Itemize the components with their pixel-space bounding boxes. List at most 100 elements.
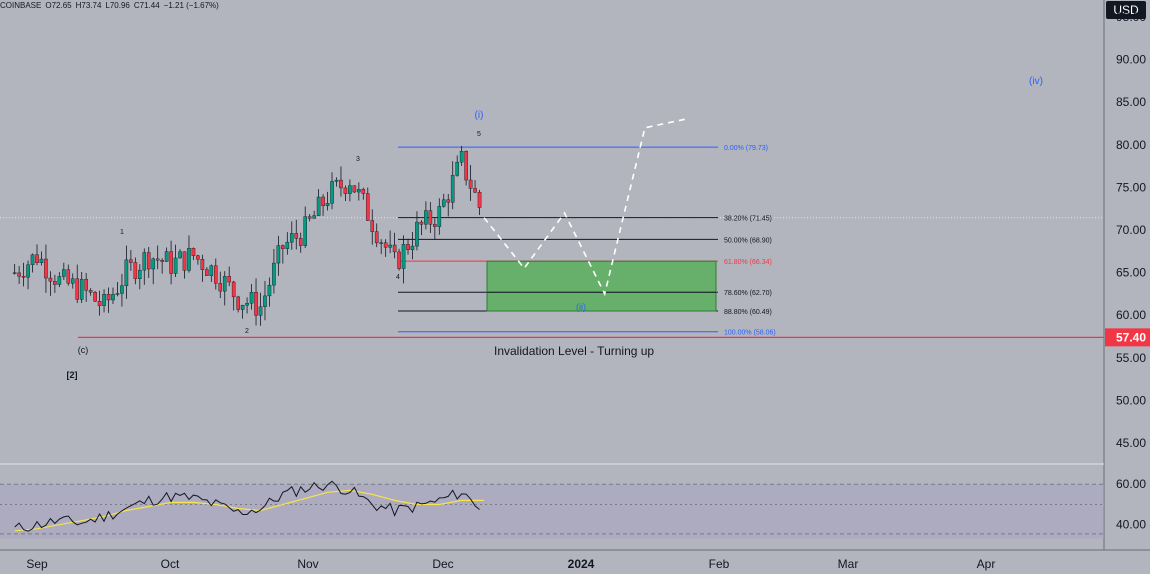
candle-body [164, 251, 169, 262]
price-tick-label: 75.00 [1116, 180, 1146, 194]
candle-body [316, 196, 321, 216]
rsi-line [14, 480, 480, 532]
candle-body [388, 244, 392, 248]
candle-body [97, 301, 102, 306]
candle-body [231, 281, 236, 298]
invalidation-price-badge-label: 57.40 [1116, 330, 1146, 344]
time-axis[interactable]: Sep Oct Nov Dec 2024 Feb Mar Apr [26, 557, 995, 571]
price-tick-label: 70.00 [1116, 223, 1146, 237]
candle-body [437, 206, 442, 227]
candle-body [227, 276, 232, 283]
price-tick-label: 55.00 [1116, 351, 1146, 365]
change-value: −1.21 (−1.67%) [163, 1, 219, 10]
wave-sub-5: 5 [477, 131, 481, 138]
time-tick-label: Apr [977, 557, 996, 571]
rsi-tick-label: 60.00 [1116, 477, 1146, 491]
candle-body [70, 278, 75, 284]
candle-body [419, 221, 424, 225]
candle-body [200, 259, 205, 270]
candle-body [17, 272, 21, 277]
candle-body [191, 248, 196, 256]
fib-level-label: 38.20% (71.45) [724, 216, 772, 223]
time-tick-label: Oct [161, 557, 180, 571]
candle-body [39, 258, 44, 263]
rsi-band [0, 483, 1104, 539]
wave-label-2-bracket: [2] [67, 370, 78, 380]
rsi-band-fill [0, 484, 1104, 539]
candle-body [258, 306, 263, 316]
candle-body [473, 188, 477, 193]
candle-body [129, 259, 133, 263]
projection-path [483, 118, 686, 297]
candle-body [178, 251, 182, 259]
candle-body [120, 285, 124, 294]
candle-body [48, 277, 53, 282]
candle-body [205, 269, 209, 276]
candle-body [254, 292, 258, 316]
rsi-series [14, 480, 484, 532]
price-tick-label: 65.00 [1116, 266, 1146, 280]
candle-body [455, 161, 459, 176]
candle-body [361, 189, 366, 194]
fib-level-label: 50.00% (68.90) [724, 237, 772, 244]
candle-body [84, 278, 88, 291]
candle-body [21, 275, 26, 278]
candle-body [477, 192, 482, 208]
candle-body [151, 258, 156, 270]
candle-body [348, 185, 352, 194]
ohlc-header: COINBASE O72.65 H73.74 L70.96 C71.44 −1.21 (−… [0, 1, 223, 10]
candle-body [133, 262, 138, 279]
candle-body [173, 257, 178, 274]
candle-body [294, 233, 299, 239]
candle-body [343, 187, 348, 194]
candle-body [397, 251, 401, 269]
time-tick-label: Feb [709, 557, 730, 571]
candle-body [459, 151, 464, 163]
candle-body [464, 151, 468, 181]
axis-separators [0, 0, 1150, 551]
time-tick-label: Sep [26, 557, 48, 571]
fib-level-label: 88.80% (60.49) [724, 309, 772, 316]
candle-body [245, 303, 249, 306]
candle-body [26, 264, 30, 278]
price-tick-label: 50.00 [1116, 393, 1146, 407]
currency-badge[interactable]: USD [1106, 1, 1146, 19]
candle-body [30, 254, 35, 266]
wave-annotations: Invalidation Level - Turning up (c) [2] (i)… [67, 76, 1043, 380]
candle-body [352, 185, 357, 193]
wave-sub-4: 4 [396, 274, 400, 281]
candle-body [240, 305, 245, 310]
candle-body [155, 258, 160, 261]
candle-body [124, 259, 129, 286]
candle-body [401, 244, 406, 269]
candle-body [415, 221, 419, 247]
wave-label-ii: (ii) [576, 302, 586, 312]
close-value: C71.44 [133, 1, 160, 10]
candle-body [370, 220, 375, 232]
candle-body [111, 294, 115, 301]
candle-body [325, 203, 330, 206]
candle-body [196, 255, 200, 260]
candle-body [365, 193, 370, 221]
candle-body [66, 269, 71, 284]
price-tick-label: 80.00 [1116, 138, 1146, 152]
wave-sub-1: 1 [120, 229, 124, 236]
candle-body [410, 245, 415, 250]
price-series [12, 145, 482, 326]
wave-sub-3: 3 [356, 156, 360, 163]
price-tick-label: 95.00 [1116, 10, 1146, 24]
candle-body [57, 276, 62, 285]
candle-body [374, 231, 379, 244]
price-axis[interactable]: 95.00 90.00 85.00 80.00 75.00 70.00 65.00 60.00… [1105, 10, 1150, 532]
candle-body [468, 179, 473, 189]
candle-body [303, 216, 308, 246]
candle-body [433, 224, 437, 227]
price-tick-label: 45.00 [1116, 436, 1146, 450]
candle-body [281, 245, 285, 249]
wave-projection[interactable] [483, 118, 686, 297]
candle-body [187, 248, 191, 271]
candle-body [428, 210, 433, 225]
candle-body [146, 252, 151, 270]
fib-level-label: 78.60% (62.70) [724, 290, 772, 297]
